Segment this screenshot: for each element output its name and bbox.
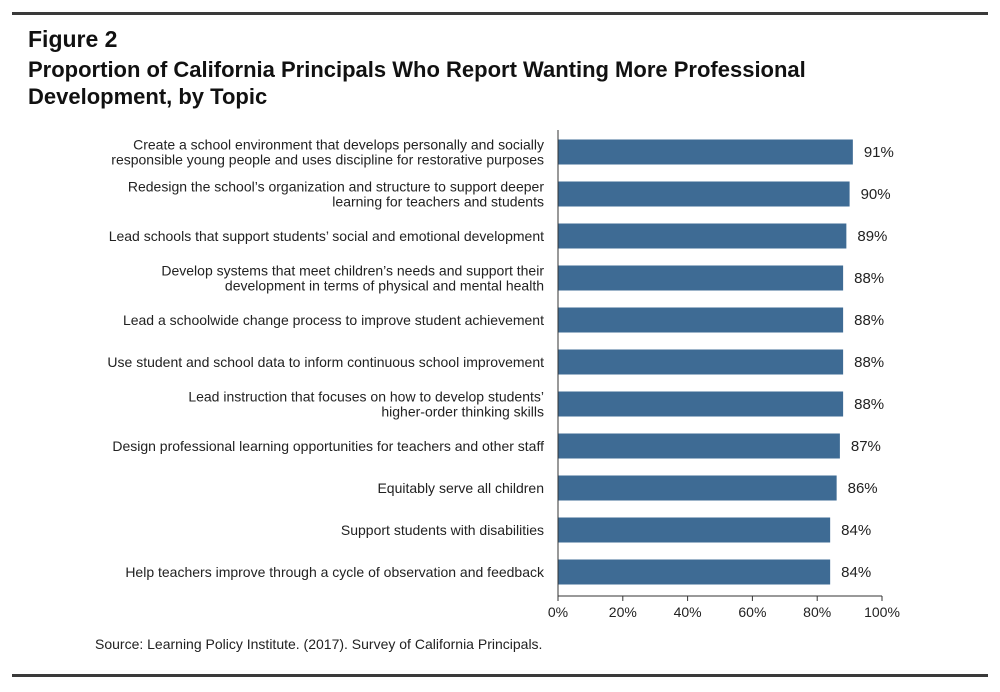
category-label: Equitably serve all children (377, 480, 544, 496)
bar (558, 475, 837, 501)
category-label: responsible young people and uses discip… (111, 152, 544, 168)
bar (558, 559, 831, 585)
top-rule (12, 12, 988, 15)
value-label: 84% (841, 522, 871, 539)
category-label: development in terms of physical and men… (225, 278, 544, 294)
bar (558, 391, 844, 417)
x-tick-label: 20% (609, 604, 637, 620)
bar (558, 265, 844, 291)
category-label: Design professional learning opportuniti… (112, 438, 544, 454)
bar (558, 517, 831, 543)
category-label: Help teachers improve through a cycle of… (125, 564, 545, 580)
x-tick-label: 80% (803, 604, 831, 620)
x-tick-label: 60% (738, 604, 766, 620)
category-label: learning for teachers and students (332, 194, 544, 210)
category-label: Lead schools that support students’ soci… (109, 228, 544, 244)
category-label: Use student and school data to inform co… (107, 354, 544, 370)
value-label: 88% (854, 354, 884, 371)
bar (558, 223, 847, 249)
figure-label: Figure 2 (28, 26, 118, 52)
x-tick-label: 0% (548, 604, 568, 620)
x-tick-label: 100% (864, 604, 900, 620)
category-label: Create a school environment that develop… (133, 137, 544, 153)
chart-title: Proportion of California Principals Who … (28, 57, 806, 109)
category-label: Support students with disabilities (341, 522, 544, 538)
source-note: Source: Learning Policy Institute. (2017… (95, 636, 543, 652)
value-label: 88% (854, 312, 884, 329)
bar (558, 307, 844, 333)
bar (558, 181, 850, 207)
value-label: 89% (857, 228, 887, 245)
value-label: 90% (861, 186, 891, 203)
value-label: 88% (854, 270, 884, 287)
bottom-rule (12, 674, 988, 677)
category-label: higher-order thinking skills (381, 404, 544, 420)
value-label: 84% (841, 564, 871, 581)
bar (558, 349, 844, 375)
value-label: 88% (854, 396, 884, 413)
category-label: Lead instruction that focuses on how to … (188, 389, 544, 405)
value-label: 91% (864, 144, 894, 161)
category-label: Lead a schoolwide change process to impr… (123, 312, 544, 328)
bar (558, 139, 853, 165)
category-label: Develop systems that meet children’s nee… (161, 263, 544, 279)
value-label: 87% (851, 438, 881, 455)
x-tick-label: 40% (674, 604, 702, 620)
category-label: Redesign the school’s organization and s… (128, 179, 544, 195)
bar (558, 433, 840, 459)
value-label: 86% (848, 480, 878, 497)
